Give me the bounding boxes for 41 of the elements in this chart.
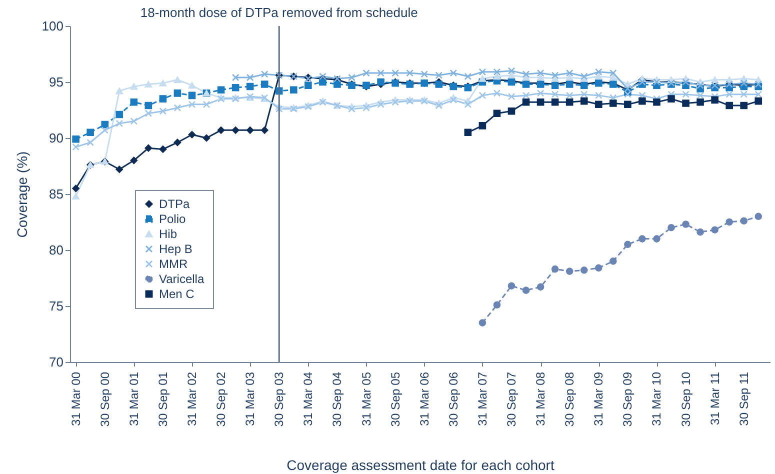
x-axis-title: Coverage assessment date for each cohort	[286, 457, 554, 473]
x-tick-label: 30 Sep 00	[98, 372, 112, 427]
legend-label: Varicella	[159, 272, 204, 286]
x-tick-label: 31 Mar 07	[475, 372, 490, 426]
legend-label: Hib	[159, 227, 178, 241]
y-tick-label: 75	[49, 298, 64, 314]
x-tick-label: 30 Sep 03	[272, 372, 286, 427]
x-tick-label: 31 Mar 10	[650, 372, 664, 426]
y-tick-label: 95	[49, 74, 64, 90]
x-tick-label: 30 Sep 02	[214, 372, 228, 427]
y-tick-label: 85	[49, 186, 64, 202]
x-tick-label: 31 Mar 08	[534, 372, 548, 426]
x-tick-label: 31 Mar 03	[243, 372, 258, 426]
y-tick-label: 90	[49, 130, 64, 146]
x-tick-label: 31 Mar 06	[417, 372, 432, 426]
x-tick-label: 31 Mar 11	[708, 372, 722, 426]
legend-label: DTPa	[159, 197, 190, 211]
x-tick-label: 30 Sep 07	[504, 372, 518, 427]
x-tick-label: 31 Mar 09	[592, 372, 606, 426]
x-tick-label: 30 Sep 05	[388, 372, 402, 427]
x-tick-label: 31 Mar 04	[301, 372, 316, 426]
legend-label: MMR	[159, 257, 188, 271]
x-tick-label: 30 Sep 04	[330, 372, 344, 427]
legend-label: Polio	[159, 212, 186, 226]
x-tick-label: 30 Sep 10	[678, 372, 693, 427]
ref-line-label: 18-month dose of DTPa removed from schedule	[140, 5, 418, 20]
x-tick-label: 30 Sep 06	[446, 372, 460, 427]
legend-label: Men C	[159, 287, 195, 301]
y-tick-label: 100	[42, 18, 64, 34]
x-tick-label: 31 Mar 05	[359, 372, 374, 426]
x-tick-label: 30 Sep 08	[562, 372, 577, 427]
x-tick-label: 31 Mar 01	[126, 372, 141, 426]
x-tick-label: 30 Sep 11	[736, 372, 751, 426]
x-tick-label: 30 Sep 09	[620, 372, 635, 427]
x-tick-label: 31 Mar 00	[68, 372, 83, 426]
y-axis-title: Coverage (%)	[14, 151, 30, 238]
y-tick-label: 80	[49, 242, 64, 258]
x-tick-label: 31 Mar 02	[184, 372, 199, 426]
x-tick-label: 30 Sep 01	[156, 372, 170, 427]
y-tick-label: 70	[49, 354, 64, 370]
legend-label: Hep B	[159, 242, 192, 256]
